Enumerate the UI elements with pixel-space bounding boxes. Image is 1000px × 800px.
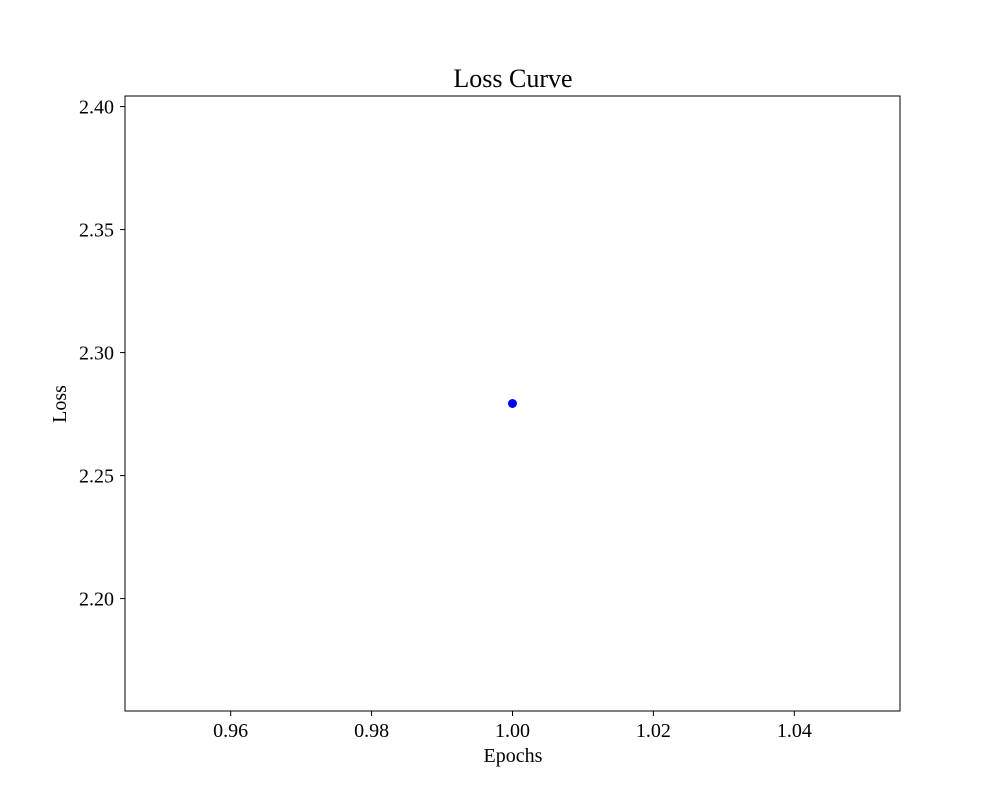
y-tick-label: 2.35 <box>79 220 114 242</box>
y-axis: 2.20 2.25 2.30 2.35 2.40 <box>79 97 125 611</box>
x-axis-label: Epochs <box>484 745 543 767</box>
x-axis: 0.96 0.98 1.00 1.02 1.04 <box>213 711 812 742</box>
x-tick-label: 1.00 <box>495 720 530 742</box>
y-tick-label: 2.25 <box>79 466 114 488</box>
x-tick-label: 1.04 <box>777 720 812 742</box>
x-tick-label: 1.02 <box>636 720 671 742</box>
chart-title: Loss Curve <box>453 64 572 93</box>
x-tick-label: 0.96 <box>213 720 248 742</box>
y-tick-label: 2.20 <box>79 589 114 611</box>
y-axis-label: Loss <box>49 385 71 423</box>
y-tick-label: 2.40 <box>79 97 114 119</box>
data-point <box>508 399 517 408</box>
data-points <box>508 399 517 408</box>
y-tick-label: 2.30 <box>79 343 114 365</box>
x-tick-label: 0.98 <box>354 720 389 742</box>
